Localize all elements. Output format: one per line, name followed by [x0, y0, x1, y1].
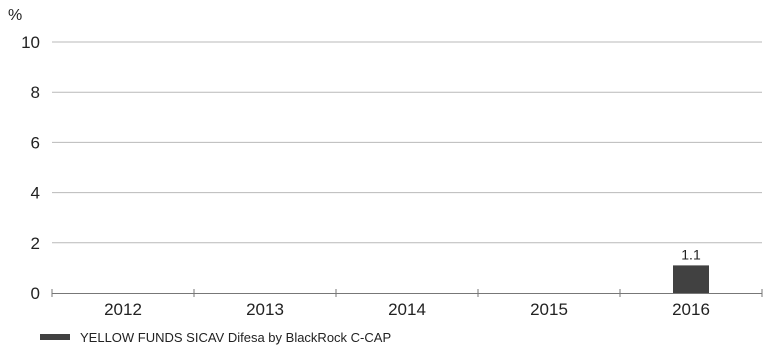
x-tick-label-2016: 2016 [672, 300, 710, 319]
y-tick-label-0: 0 [31, 284, 40, 303]
y-tick-label-4: 4 [31, 184, 40, 203]
bars [673, 265, 709, 293]
x-tick-label-2012: 2012 [104, 300, 142, 319]
gridlines [52, 41, 762, 244]
labels: 0 2 4 6 8 10 2012 2013 2014 2015 2016 1.1 [21, 33, 710, 319]
legend: YELLOW FUNDS SICAV Difesa by BlackRock C… [40, 330, 391, 345]
y-tick-label-6: 6 [31, 133, 40, 152]
x-tick-label-2013: 2013 [246, 300, 284, 319]
legend-swatch [40, 334, 70, 340]
x-tick-label-2014: 2014 [388, 300, 426, 319]
data-label-2016: 1.1 [681, 246, 701, 262]
y-axis-unit-label: % [8, 7, 22, 24]
y-tick-label-2: 2 [31, 234, 40, 253]
bar-2016 [673, 265, 709, 293]
y-tick-label-8: 8 [31, 83, 40, 102]
axes [51, 289, 763, 297]
y-tick-label-10: 10 [21, 33, 40, 52]
legend-label: YELLOW FUNDS SICAV Difesa by BlackRock C… [80, 330, 391, 345]
x-tick-label-2015: 2015 [530, 300, 568, 319]
